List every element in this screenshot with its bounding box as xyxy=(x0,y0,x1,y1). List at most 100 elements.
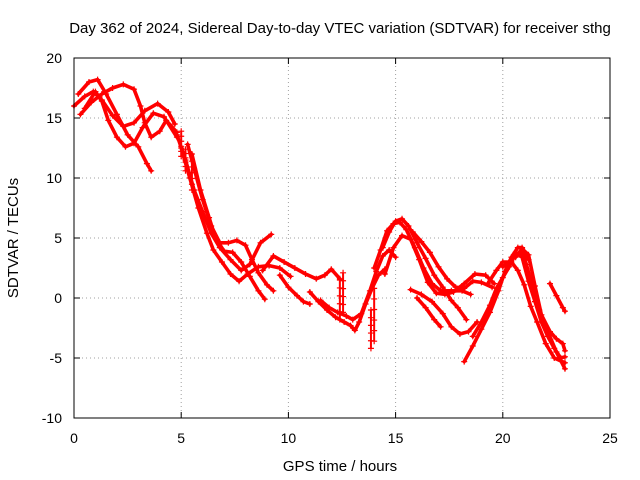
data-point xyxy=(553,335,560,342)
spike-point xyxy=(340,301,347,308)
x-tick-label: 20 xyxy=(495,430,511,446)
spike-point xyxy=(178,128,185,135)
data-point xyxy=(456,331,463,337)
data-point xyxy=(371,265,378,271)
data-point xyxy=(405,223,412,229)
data-point xyxy=(422,304,429,311)
data-point xyxy=(291,265,298,271)
data-point xyxy=(429,298,436,305)
data-point xyxy=(268,231,275,238)
spike-point xyxy=(336,308,343,315)
y-axis-label: SDTVAR / TECUs xyxy=(5,178,22,298)
data-point xyxy=(233,237,240,244)
data-point xyxy=(373,268,380,275)
y-tick-label: 5 xyxy=(54,230,62,246)
data-point xyxy=(206,214,213,221)
series-line xyxy=(408,287,479,336)
data-point xyxy=(195,205,202,211)
data-point xyxy=(263,281,270,288)
data-point xyxy=(154,100,161,107)
data-point xyxy=(407,236,414,243)
data-point xyxy=(94,76,101,83)
y-tick-label: 0 xyxy=(54,290,62,306)
data-point xyxy=(422,255,429,262)
series-line xyxy=(318,248,398,322)
spike-point xyxy=(182,167,189,174)
data-point xyxy=(358,310,365,317)
data-point xyxy=(499,263,506,270)
data-point xyxy=(392,218,399,225)
data-point xyxy=(444,275,451,282)
data-point xyxy=(238,267,245,274)
data-point xyxy=(482,272,489,279)
data-point xyxy=(212,235,219,241)
data-point xyxy=(246,273,253,280)
spike-point xyxy=(340,277,347,284)
data-point xyxy=(188,151,195,157)
data-point xyxy=(98,91,105,97)
series-track-h xyxy=(188,151,268,303)
data-point xyxy=(561,353,568,360)
data-point xyxy=(437,323,444,330)
spike-point xyxy=(371,338,378,345)
data-point xyxy=(379,244,386,251)
y-tick-label: -10 xyxy=(42,410,62,426)
data-point xyxy=(261,296,268,303)
data-point xyxy=(525,278,532,285)
spike-point xyxy=(371,306,378,313)
y-tick-label: 10 xyxy=(46,170,62,186)
data-point xyxy=(81,93,88,100)
data-point xyxy=(293,292,300,299)
data-point xyxy=(221,248,228,255)
data-point xyxy=(287,273,294,280)
series-track-n xyxy=(379,215,470,323)
data-point xyxy=(255,269,262,276)
data-point xyxy=(557,355,564,361)
data-point xyxy=(546,280,553,287)
data-point xyxy=(98,98,105,105)
data-point xyxy=(131,86,138,93)
series-track-q xyxy=(407,286,481,337)
y-tick-labels: -10 -5 0 5 10 15 20 xyxy=(42,50,62,426)
data-point xyxy=(259,267,266,274)
data-point xyxy=(489,284,496,291)
spike-point xyxy=(371,285,378,292)
data-point xyxy=(109,112,116,119)
data-point xyxy=(439,284,446,291)
series-track-o xyxy=(381,232,498,298)
series-line xyxy=(380,217,469,322)
spike xyxy=(340,269,347,316)
data-point xyxy=(478,279,485,286)
data-point xyxy=(519,245,526,252)
spike-point xyxy=(336,284,343,291)
data-point xyxy=(439,310,446,317)
data-point xyxy=(491,280,498,287)
data-point xyxy=(452,284,459,291)
data-point xyxy=(512,254,519,261)
data-point xyxy=(120,81,127,88)
spike-point xyxy=(188,169,195,176)
series-track-x xyxy=(546,280,568,315)
spike-point xyxy=(340,269,347,276)
series-track-r xyxy=(414,295,444,330)
data-point xyxy=(561,308,568,315)
spike xyxy=(367,307,374,352)
spike-point xyxy=(367,322,374,329)
data-point xyxy=(203,230,210,237)
x-tick-label: 5 xyxy=(177,430,185,446)
data-point xyxy=(326,304,333,311)
data-point xyxy=(248,256,255,263)
data-point xyxy=(559,304,566,311)
series-track-u xyxy=(484,259,568,366)
x-axis-label: GPS time / hours xyxy=(283,458,397,475)
data-point xyxy=(551,355,558,361)
plot-frame xyxy=(73,57,611,419)
data-point xyxy=(392,254,399,261)
spike-point xyxy=(188,187,195,193)
data-point xyxy=(527,303,534,310)
data-point xyxy=(300,298,307,305)
spike-point xyxy=(371,327,378,334)
data-point xyxy=(242,242,249,249)
data-point xyxy=(276,272,283,279)
data-point xyxy=(150,110,157,117)
